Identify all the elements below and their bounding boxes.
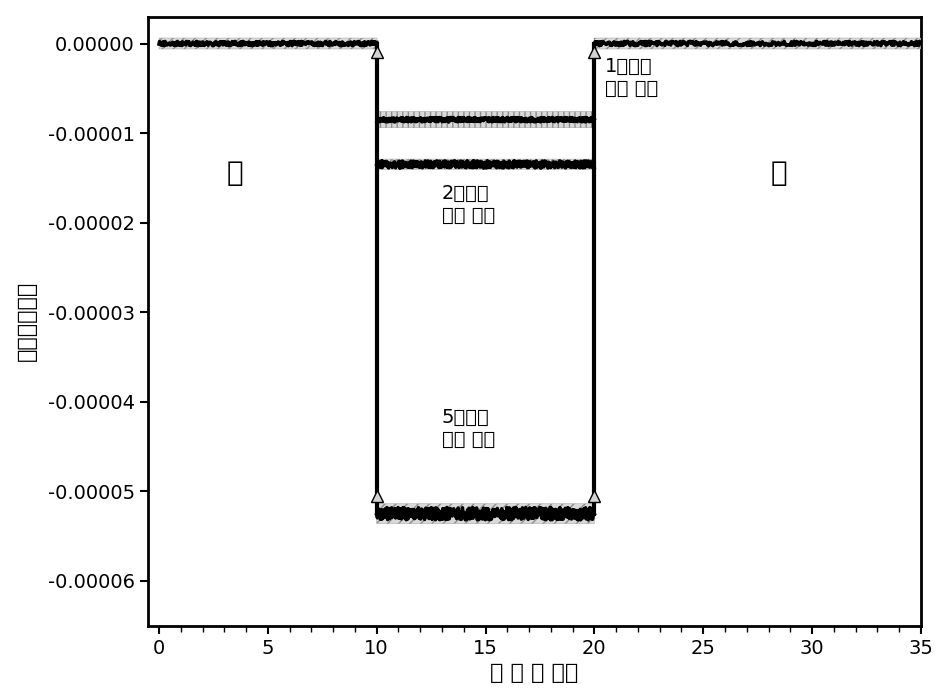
- Text: 暗: 暗: [227, 160, 243, 188]
- Text: 1毫瓦每
平方 厘米: 1毫瓦每 平方 厘米: [605, 57, 658, 98]
- Y-axis label: 电流（安培）: 电流（安培）: [17, 281, 37, 361]
- Text: 5毫瓦每
平方 厘米: 5毫瓦每 平方 厘米: [442, 408, 495, 449]
- Text: 2毫瓦每
平方 厘米: 2毫瓦每 平方 厘米: [442, 184, 495, 225]
- Text: 暗: 暗: [771, 160, 788, 188]
- X-axis label: 时 间 （ 秒）: 时 间 （ 秒）: [490, 664, 579, 683]
